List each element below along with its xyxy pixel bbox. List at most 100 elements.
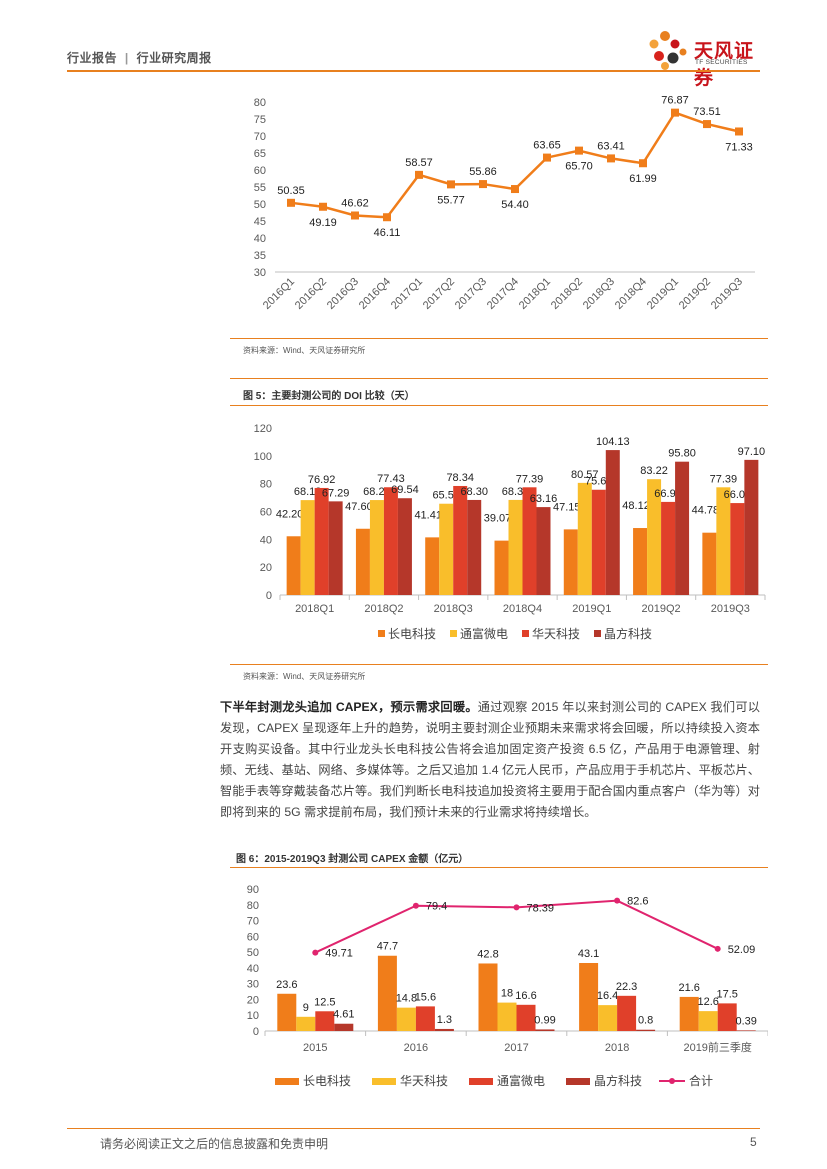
data-label: 17.5 bbox=[716, 988, 737, 1000]
paragraph-body: 通过观察 2015 年以来封测公司的 CAPEX 我们可以发现，CAPEX 呈现… bbox=[220, 700, 760, 819]
header-title: 行业报告 | 行业研究周报 bbox=[67, 49, 212, 66]
data-label: 77.43 bbox=[377, 473, 405, 485]
data-point bbox=[351, 211, 359, 220]
bar bbox=[675, 461, 690, 595]
data-label: 47.15 bbox=[553, 501, 581, 513]
bar bbox=[702, 532, 717, 595]
data-label: 50.35 bbox=[277, 185, 305, 197]
x-tick-label: 2016Q1 bbox=[261, 276, 297, 312]
chart-bar-capex: 0 10 20 30 40 50 60 70 80 90 23.6 9 12.54.61 2015 47.7… bbox=[247, 884, 768, 1088]
data-label: 55.86 bbox=[469, 166, 497, 178]
bar bbox=[453, 485, 468, 595]
x-tick-label: 2019Q1 bbox=[645, 276, 681, 312]
x-tick-label: 2017Q4 bbox=[485, 276, 521, 312]
data-label: 39.07 bbox=[484, 513, 512, 525]
data-point bbox=[703, 120, 711, 129]
legend-label: 华天科技 bbox=[400, 1074, 448, 1088]
data-label: 16.6 bbox=[515, 990, 536, 1002]
data-label: 77.39 bbox=[710, 473, 738, 485]
total-point bbox=[412, 902, 419, 909]
legend-swatch bbox=[450, 630, 457, 637]
x-tick-label: 2017 bbox=[504, 1042, 528, 1054]
x-tick-label: 2018Q4 bbox=[613, 276, 649, 312]
data-label: 55.77 bbox=[437, 194, 465, 206]
data-label: 68.18 bbox=[294, 486, 322, 498]
bar bbox=[369, 500, 384, 595]
data-label: 76.92 bbox=[308, 474, 336, 486]
bar bbox=[679, 996, 699, 1031]
data-label: 47.60 bbox=[345, 501, 373, 513]
y-tick-label: 60 bbox=[247, 931, 259, 943]
y-tick-label: 100 bbox=[254, 451, 272, 463]
data-point bbox=[511, 185, 519, 194]
x-tick-label: 2017Q3 bbox=[453, 276, 489, 312]
paragraph-lead: 下半年封测龙头追加 CAPEX，预示需求回暖。 bbox=[220, 700, 478, 714]
chart2-caption: 图 5：主要封测公司的 DOI 比较（天） bbox=[243, 391, 415, 402]
y-tick-label: 80 bbox=[254, 97, 266, 109]
y-tick-label: 0 bbox=[266, 590, 272, 602]
total-point bbox=[614, 897, 621, 904]
data-label: 71.33 bbox=[725, 141, 753, 153]
data-label: 66.05 bbox=[724, 489, 752, 501]
bar bbox=[717, 1003, 737, 1031]
y-tick-label: 70 bbox=[254, 131, 266, 143]
data-label: 12.5 bbox=[314, 996, 335, 1008]
bar bbox=[315, 1011, 335, 1031]
logo-mark-icon bbox=[649, 31, 687, 70]
x-tick-label: 2019Q1 bbox=[572, 603, 611, 615]
data-point bbox=[415, 170, 423, 179]
bar bbox=[536, 507, 551, 595]
data-label: 68.32 bbox=[502, 486, 530, 498]
data-point bbox=[383, 213, 391, 222]
y-tick-label: 80 bbox=[260, 479, 272, 491]
y-tick-label: 90 bbox=[247, 884, 259, 896]
data-label: 43.1 bbox=[578, 948, 599, 960]
data-label: 78.34 bbox=[446, 472, 474, 484]
legend-swatch bbox=[372, 1078, 396, 1085]
legend-label: 长电科技 bbox=[303, 1074, 351, 1088]
x-tick-label: 2019Q2 bbox=[641, 603, 680, 615]
y-tick-label: 40 bbox=[247, 963, 259, 975]
bar bbox=[415, 1006, 435, 1031]
logo-subtitle: TF SECURITIES bbox=[695, 59, 748, 66]
header-separator: | bbox=[124, 51, 129, 65]
legend-line-marker bbox=[669, 1078, 675, 1084]
legend-label: 通富微电 bbox=[497, 1073, 545, 1088]
chart2-caption-divider bbox=[230, 405, 768, 406]
x-tick-label: 2018Q1 bbox=[517, 276, 553, 312]
bar bbox=[434, 1028, 454, 1031]
data-label: 42.8 bbox=[477, 948, 498, 960]
bar bbox=[535, 1029, 555, 1031]
bar bbox=[286, 536, 301, 595]
data-label: 44.78 bbox=[692, 505, 720, 517]
data-label: 63.16 bbox=[530, 493, 558, 505]
bar bbox=[636, 1029, 656, 1031]
x-tick-label: 2018Q2 bbox=[549, 276, 585, 312]
y-tick-label: 60 bbox=[254, 165, 266, 177]
data-point bbox=[319, 202, 327, 211]
y-tick-label: 30 bbox=[247, 979, 259, 991]
bar bbox=[334, 1023, 354, 1031]
x-tick-label: 2018Q4 bbox=[503, 603, 542, 615]
total-label: 79.4 bbox=[426, 901, 447, 913]
bar bbox=[605, 450, 620, 595]
bar bbox=[396, 1007, 416, 1031]
legend-label: 合计 bbox=[689, 1073, 713, 1088]
x-tick-label: 2018Q1 bbox=[295, 603, 334, 615]
data-label: 18 bbox=[501, 988, 513, 1000]
x-tick-label: 2018Q2 bbox=[364, 603, 403, 615]
data-label: 66.90 bbox=[654, 488, 682, 500]
legend-swatch bbox=[469, 1078, 493, 1085]
bar bbox=[591, 489, 606, 595]
y-tick-label: 50 bbox=[254, 199, 266, 211]
data-label: 97.10 bbox=[738, 446, 766, 458]
data-label: 104.13 bbox=[596, 436, 630, 448]
data-label: 95.80 bbox=[668, 448, 696, 460]
data-label: 63.41 bbox=[597, 140, 625, 152]
total-point bbox=[513, 904, 520, 911]
data-point bbox=[543, 153, 551, 162]
x-tick-label: 2018Q3 bbox=[581, 276, 617, 312]
x-tick-label: 2015 bbox=[303, 1042, 327, 1054]
bar bbox=[698, 1011, 718, 1031]
data-label: 54.40 bbox=[501, 199, 529, 211]
